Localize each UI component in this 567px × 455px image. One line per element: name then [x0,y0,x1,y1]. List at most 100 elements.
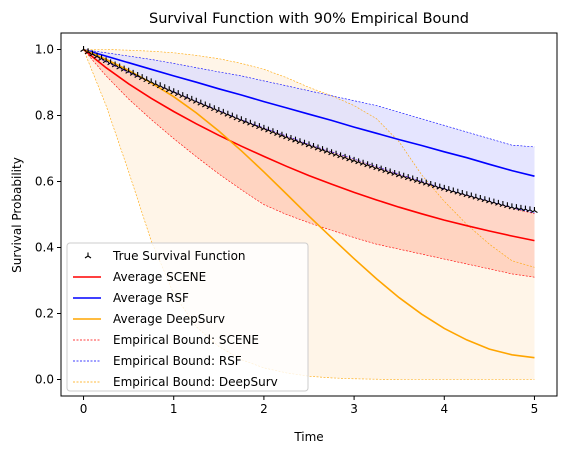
true-survival-point [183,93,191,100]
true-survival-point [404,174,412,181]
true-survival-point [323,147,331,154]
true-survival-point [201,101,209,108]
legend-item: Empirical Bound: DeepSurv [73,375,278,389]
true-survival-point [463,191,471,198]
empirical-bound-scene-fill [83,49,535,278]
true-survival-point [274,130,281,136]
true-survival-point [211,105,218,112]
true-survival-point [98,54,105,61]
true-survival-point [490,198,498,205]
true-survival-point [436,183,444,190]
true-survival-point [504,202,511,209]
legend-frame [66,242,309,392]
true-survival-point [319,146,326,153]
y-tick-label: 0.0 [35,373,54,387]
y-tick-label: 0.4 [35,241,54,255]
true-survival-point [310,142,317,149]
true-survival-point [107,59,114,66]
true-survival-point [454,188,462,195]
true-survival-point [120,65,128,72]
true-survival-point [283,133,290,140]
true-survival-point [80,46,87,52]
true-survival-point [265,126,272,133]
true-survival-point [161,84,169,91]
true-survival-point [220,108,227,115]
true-survival-point [346,155,353,162]
legend-label: Empirical Bound: RSF [113,354,242,368]
true-survival-point [373,164,380,171]
y-axis-ticks: 0.0 0.2 0.4 0.6 0.8 1.0 [35,43,61,387]
true-survival-point [238,116,245,123]
y-tick-label: 0.6 [35,175,54,189]
empirical-bound-rsf-fill [83,49,535,213]
legend-label: True Survival Function [112,249,246,263]
true-survival-point [233,114,241,121]
true-survival-point [134,72,141,78]
x-tick-label: 5 [531,402,539,416]
true-survival-point [292,136,299,143]
true-survival-point [224,110,232,117]
true-survival-point [337,152,344,159]
true-survival-point [431,182,439,189]
true-survival-point [341,153,349,160]
true-survival-point [382,167,389,174]
legend-item: True Survival Function [84,249,246,263]
true-survival-point [486,197,493,204]
legend-marker [84,252,92,259]
true-survival-point [296,138,304,145]
true-survival-point [129,69,137,76]
true-survival-point [287,135,295,141]
legend-item: Average SCENE [73,270,206,284]
true-survival-point [179,92,187,99]
true-survival-point [84,48,92,55]
x-tick-label: 2 [260,402,268,416]
true-survival-point [147,78,155,85]
true-survival-point [332,150,340,157]
true-survival-point [350,156,358,163]
legend-label: Average RSF [113,291,189,305]
empirical-bound-rsf-upper [83,49,535,148]
legend-item: Average RSF [73,291,189,305]
true-survival-point [328,149,335,156]
x-axis-ticks: 0 1 2 3 4 5 [80,396,539,416]
legend-item: Average DeepSurv [73,312,225,326]
x-tick-label: 0 [80,402,88,416]
true-survival-point [386,168,394,175]
true-survival-point [165,86,173,93]
average-scene-line [82,48,535,242]
true-survival-point [368,162,376,169]
true-survival-point [449,187,457,194]
x-tick-label: 4 [440,402,448,416]
x-tick-label: 3 [350,402,358,416]
true-survival-point [174,90,182,97]
true-survival-point [400,172,407,179]
true-survival-point [427,180,435,187]
true-survival-point [468,192,475,199]
true-survival-point [418,178,426,185]
true-survival-point [247,119,254,126]
y-tick-label: 1.0 [35,43,54,57]
true-survival-point [445,186,453,193]
true-survival-point [138,74,146,81]
true-survival-point [125,67,132,74]
true-survival-point [301,139,308,146]
true-survival-point [495,199,502,206]
legend-label: Average DeepSurv [113,312,225,326]
true-survival-point [93,52,101,59]
true-survival-markers [80,46,538,213]
true-survival-point [305,141,313,148]
legend-item: Empirical Bound: SCENE [73,333,259,347]
true-survival-point [260,124,268,131]
true-survival-point [251,121,259,128]
average-rsf-line [83,48,535,177]
true-survival-point [364,161,371,168]
true-survival-point [472,193,480,200]
legend-label: Empirical Bound: DeepSurv [113,375,278,389]
true-survival-point [229,112,236,119]
true-survival-point [477,194,484,201]
empirical-bound-scene-lower [83,49,535,278]
true-survival-point [192,97,200,104]
true-survival-point [206,103,214,110]
true-survival-point [215,107,223,114]
true-survival-point [359,159,367,166]
